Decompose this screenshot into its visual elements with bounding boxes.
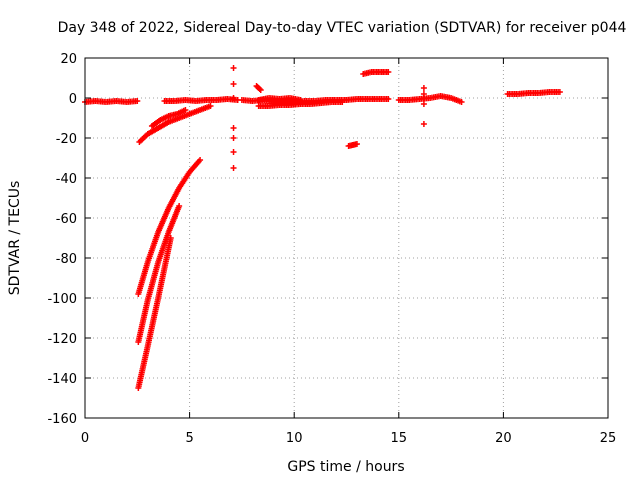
x-tick-label: 10 <box>286 431 303 446</box>
series-track-O <box>230 65 237 171</box>
data-point <box>256 86 263 92</box>
data-point <box>230 95 237 101</box>
data-point <box>420 85 427 91</box>
y-tick-label: -80 <box>56 252 77 267</box>
data-point <box>556 89 563 95</box>
plot-frame <box>84 57 609 419</box>
data-point <box>207 103 214 109</box>
series-track-M <box>135 203 183 345</box>
series-track-N <box>135 235 174 391</box>
y-axis-label: SDTVAR / TECUs <box>7 181 23 296</box>
data-point <box>176 203 183 209</box>
data-point <box>297 97 304 103</box>
series-track-B <box>161 96 241 104</box>
y-tick-label: -20 <box>56 132 77 147</box>
data-point <box>339 99 346 105</box>
x-tick-label: 20 <box>495 431 512 446</box>
data-marks <box>82 65 563 391</box>
y-tick-label: -140 <box>47 372 77 387</box>
data-point <box>385 69 392 75</box>
data-point <box>230 81 237 87</box>
series-track-Q <box>253 83 264 93</box>
data-point <box>134 98 141 104</box>
data-point <box>230 149 237 155</box>
x-tick-label: 5 <box>185 431 193 446</box>
y-tick-label: 20 <box>60 52 77 67</box>
data-point <box>167 235 174 241</box>
y-tick-label: -100 <box>47 292 77 307</box>
data-point <box>230 135 237 141</box>
data-point <box>458 99 465 105</box>
x-tick-label: 0 <box>81 431 89 446</box>
y-tick-label: -120 <box>47 332 77 347</box>
data-point <box>230 65 237 71</box>
grid-layer <box>85 58 608 418</box>
data-point <box>230 165 237 171</box>
y-tick-label: -160 <box>47 412 77 427</box>
x-axis-label: GPS time / hours <box>287 459 404 475</box>
series-track-P <box>420 85 427 127</box>
data-point <box>257 87 264 93</box>
series-track-L <box>135 157 204 297</box>
series-track-E <box>255 95 304 103</box>
data-point <box>420 95 427 101</box>
series-track-D <box>255 99 346 109</box>
series-track-H <box>360 69 392 77</box>
tick-layer: 0 5 10 15 20 25 -160 -140 -120 -100 -80 -60 -40 -20 0 2… <box>47 52 616 446</box>
y-tick-label: -40 <box>56 172 77 187</box>
data-point <box>420 101 427 107</box>
series-track-F <box>395 93 465 105</box>
y-tick-label: 0 <box>69 92 77 107</box>
y-tick-label: -60 <box>56 212 77 227</box>
series-track-G <box>504 89 563 97</box>
data-point <box>182 107 189 113</box>
x-tick-label: 25 <box>600 431 617 446</box>
data-point <box>420 121 427 127</box>
series-track-A <box>82 98 141 105</box>
series-track-I <box>345 141 360 149</box>
chart-title: Day 348 of 2022, Sidereal Day-to-day VTE… <box>58 20 627 36</box>
series-track-K <box>148 107 189 129</box>
data-point <box>385 96 392 102</box>
data-point <box>353 141 360 147</box>
data-point <box>230 125 237 131</box>
data-point <box>197 157 204 163</box>
x-tick-label: 15 <box>391 431 408 446</box>
